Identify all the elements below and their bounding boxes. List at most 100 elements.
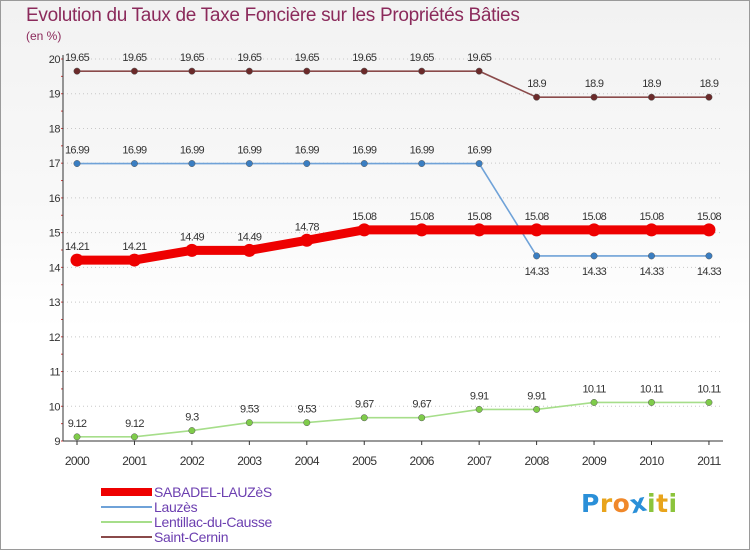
data-label: 9.12	[68, 418, 87, 430]
x-tick-label: 2005	[352, 454, 377, 468]
data-label: 16.99	[180, 145, 205, 157]
data-point	[73, 160, 81, 167]
data-label: 16.99	[237, 145, 262, 157]
logo-letter: o	[612, 489, 631, 518]
data-point	[475, 160, 483, 167]
data-point	[185, 243, 199, 257]
data-label: 9.91	[527, 390, 546, 402]
data-label: 19.65	[122, 52, 147, 64]
legend-label: Saint-Cernin	[154, 529, 229, 545]
series-line	[76, 70, 710, 98]
data-label: 9.67	[355, 399, 374, 411]
chart-subtitle: (en %)	[26, 29, 62, 43]
data-point	[131, 67, 138, 75]
data-point	[533, 405, 541, 413]
data-point	[705, 93, 713, 101]
chart-title: Evolution du Taux de Taxe Foncière sur l…	[26, 5, 520, 26]
data-label: 10.11	[697, 383, 721, 395]
data-label: 14.49	[180, 231, 205, 243]
x-tick-label: 2002	[180, 454, 205, 468]
data-point	[245, 67, 253, 75]
data-point	[475, 67, 483, 75]
series-line	[76, 401, 710, 438]
data-label: 16.99	[295, 145, 320, 157]
data-labels: 14.21 14.21 14.49 14.49 14.78 15.08 15.08 15.08…	[65, 52, 722, 430]
data-point	[475, 405, 483, 413]
y-tick-label: 13	[49, 297, 61, 309]
logo-letter: t	[656, 489, 669, 518]
data-label: 14.33	[525, 266, 550, 278]
data-point	[360, 160, 368, 167]
data-label: 19.65	[295, 52, 320, 64]
logo-letter: P	[581, 489, 600, 518]
data-label: 18.9	[642, 78, 661, 90]
data-label: 15.08	[639, 211, 664, 223]
data-label: 9.53	[240, 404, 259, 416]
data-label: 19.65	[180, 52, 205, 64]
data-label: 16.99	[122, 145, 147, 157]
data-point	[242, 243, 256, 257]
data-label: 9.12	[125, 418, 144, 430]
data-label: 9.67	[412, 399, 431, 411]
data-label: 10.11	[582, 383, 606, 395]
logo-letter: i	[647, 489, 657, 518]
data-point	[188, 67, 196, 75]
data-label: 10.11	[640, 383, 664, 395]
data-point	[127, 253, 141, 267]
legend-swatch	[101, 488, 152, 496]
data-label: 16.99	[467, 145, 492, 157]
data-point	[590, 399, 598, 406]
x-tick-label: 2004	[295, 454, 320, 468]
data-label: 9.3	[185, 412, 199, 424]
legend-label: Lauzès	[154, 499, 198, 515]
data-point	[533, 252, 541, 260]
x-tick-label: 2003	[237, 454, 262, 468]
x-tick-label: 2009	[582, 454, 607, 468]
data-label: 15.08	[697, 211, 722, 223]
legend-swatch	[101, 521, 152, 523]
y-tick-label: 9	[54, 436, 60, 448]
x-tick-label: 2010	[639, 454, 664, 468]
data-point	[357, 223, 371, 237]
data-label: 18.9	[585, 78, 604, 90]
data-point	[415, 223, 429, 237]
data-label: 16.99	[65, 145, 90, 157]
data-label: 15.08	[467, 211, 492, 223]
y-tick-label: 20	[49, 54, 61, 66]
x-tick-label: 2007	[467, 454, 492, 468]
data-point	[590, 252, 598, 260]
legend-swatch	[101, 536, 152, 538]
logo-letter: r	[599, 489, 613, 518]
data-label: 14.49	[237, 231, 262, 243]
data-label: 19.65	[410, 52, 435, 64]
data-point	[648, 399, 655, 406]
axes: 9 10 11 12 13 14 15 16 17 18 19 20 2000 2001 2002 2003 2…	[49, 54, 723, 468]
y-tick-label: 15	[49, 228, 61, 240]
data-point	[245, 419, 253, 427]
legend-label: Lentillac-du-Causse	[154, 514, 273, 530]
data-label: 19.65	[467, 52, 492, 64]
logo-letter: i	[668, 489, 678, 518]
data-point	[73, 67, 81, 75]
data-point	[303, 419, 311, 427]
y-tick-label: 10	[49, 401, 61, 413]
y-tick-label: 17	[49, 158, 61, 170]
data-point	[418, 67, 426, 75]
data-point	[131, 160, 138, 167]
data-label: 15.08	[410, 211, 435, 223]
y-tick-label: 18	[49, 123, 61, 135]
data-label: 14.33	[697, 266, 722, 278]
data-point	[303, 160, 311, 167]
data-label: 15.08	[352, 211, 377, 223]
x-tick-label: 2008	[524, 454, 549, 468]
data-label: 14.21	[65, 241, 90, 253]
data-label: 19.65	[352, 52, 377, 64]
x-tick-label: 2011	[697, 454, 721, 468]
data-point	[418, 414, 426, 422]
data-point	[360, 414, 368, 422]
series-lines	[72, 70, 714, 438]
data-label: 19.65	[65, 52, 90, 64]
data-label: 14.33	[639, 266, 664, 278]
legend-swatch	[101, 506, 152, 508]
y-tick-label: 19	[49, 89, 61, 101]
